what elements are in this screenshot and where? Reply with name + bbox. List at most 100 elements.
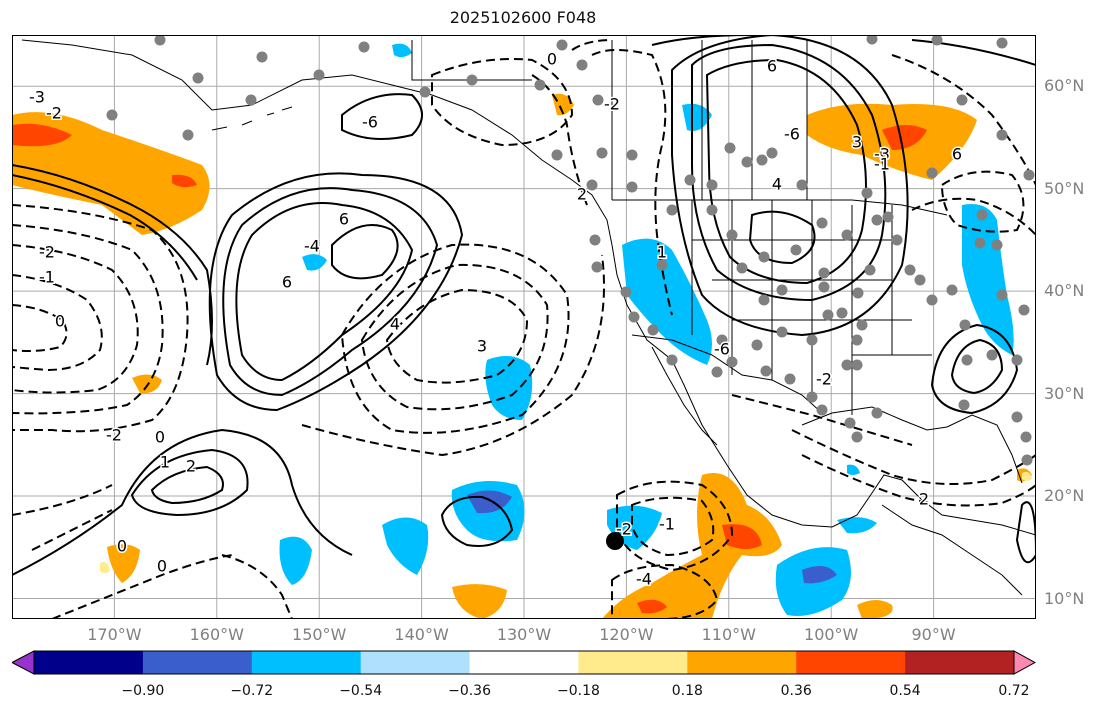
station-marker — [596, 147, 608, 159]
station-marker — [1011, 354, 1023, 366]
latitude-label: 20°N — [1044, 486, 1085, 506]
station-marker — [959, 319, 971, 331]
station-marker — [666, 204, 678, 216]
station-marker — [926, 294, 938, 306]
colorbar-frame — [33, 650, 1015, 675]
station-marker — [871, 214, 883, 226]
longitude-label: 110°W — [701, 625, 756, 644]
contour-line — [12, 174, 198, 281]
station-marker — [822, 309, 834, 321]
shaded-anomaly-fields — [12, 43, 1032, 619]
positive-anomaly-region — [602, 473, 782, 619]
station-marker — [756, 154, 768, 166]
station-marker — [882, 211, 894, 223]
latitude-label: 10°N — [1044, 588, 1085, 608]
contour-line — [12, 484, 293, 619]
contour-line — [440, 495, 514, 547]
negative-anomaly-region — [847, 464, 860, 475]
colorbar-tick-label: −0.54 — [339, 683, 383, 699]
contour-label: 4 — [390, 315, 400, 334]
positive-anomaly-region — [12, 123, 72, 147]
contour-label: 6 — [952, 145, 962, 164]
station-marker — [556, 39, 568, 51]
station-marker — [591, 261, 603, 273]
longitude-label: 170°W — [87, 625, 142, 644]
station-markers — [106, 35, 1035, 466]
longitude-label: 160°W — [189, 625, 244, 644]
station-marker — [818, 281, 830, 293]
contour-line — [930, 323, 1019, 415]
station-marker — [790, 244, 802, 256]
weak-positive-anomaly-region — [1022, 471, 1032, 481]
contour-label: -6 — [784, 125, 800, 144]
station-marker — [628, 311, 640, 323]
station-marker — [154, 35, 166, 46]
station-marker — [818, 267, 830, 279]
station-marker — [313, 69, 325, 81]
negative-anomaly-region — [837, 517, 877, 534]
colorbar-swatch — [578, 651, 688, 674]
contour-line — [12, 224, 164, 415]
station-marker — [836, 307, 848, 319]
station-marker — [726, 356, 738, 368]
station-marker — [656, 259, 668, 271]
station-marker — [816, 404, 828, 416]
contour-line — [801, 454, 1036, 507]
negative-anomaly-region — [382, 517, 429, 575]
station-marker — [864, 264, 876, 276]
contour-label: 2 — [919, 490, 929, 509]
contour-line — [431, 58, 574, 147]
station-marker — [946, 284, 958, 296]
station-marker — [806, 334, 818, 346]
contour-line — [891, 54, 1036, 186]
contour-label: -6 — [362, 113, 378, 132]
contour-line — [911, 197, 1036, 236]
station-marker — [1023, 169, 1035, 181]
contour-label: -2 — [604, 95, 620, 114]
contour-line — [340, 243, 570, 434]
contour-line — [631, 496, 715, 557]
positive-anomaly-region — [132, 374, 162, 394]
contour-line — [235, 202, 414, 382]
negative-anomaly-region — [485, 356, 533, 420]
station-marker — [711, 366, 723, 378]
contour-label: 4 — [772, 175, 782, 194]
positive-anomaly-region — [452, 584, 507, 619]
contour-label: 1 — [160, 453, 170, 472]
contour-line — [12, 304, 68, 352]
station-marker — [760, 365, 772, 377]
station-marker — [961, 354, 973, 366]
contour-label: 0 — [155, 428, 165, 447]
station-marker — [245, 94, 257, 106]
station-marker — [996, 129, 1008, 141]
latitude-label: 50°N — [1044, 178, 1085, 198]
contour-line — [12, 428, 353, 576]
latitude-label: 30°N — [1044, 383, 1085, 403]
longitude-label: 90°W — [911, 625, 956, 644]
contour-label: 0 — [547, 50, 557, 69]
station-marker — [626, 181, 638, 193]
contour-line — [385, 288, 529, 384]
station-marker — [851, 334, 863, 346]
colorbar — [12, 650, 1036, 675]
longitude-label: 130°W — [496, 625, 552, 644]
coastlines-and-borders — [21, 39, 1036, 596]
longitude-label: 120°W — [599, 625, 654, 644]
contour-line — [130, 448, 249, 517]
station-marker — [776, 326, 788, 338]
station-marker — [589, 234, 601, 246]
colorbar-tick-label: 0.36 — [780, 683, 812, 699]
contour-line — [731, 394, 913, 446]
station-marker — [106, 109, 118, 121]
station-marker — [956, 94, 968, 106]
station-marker — [852, 287, 864, 299]
contour-line — [360, 263, 549, 411]
station-marker — [620, 286, 632, 298]
station-marker — [751, 339, 763, 351]
negative-anomaly-region — [279, 536, 312, 585]
contour-label: -1 — [39, 268, 55, 287]
station-marker — [726, 229, 738, 241]
station-marker — [996, 37, 1008, 49]
station-marker — [871, 407, 883, 419]
station-marker — [776, 284, 788, 296]
